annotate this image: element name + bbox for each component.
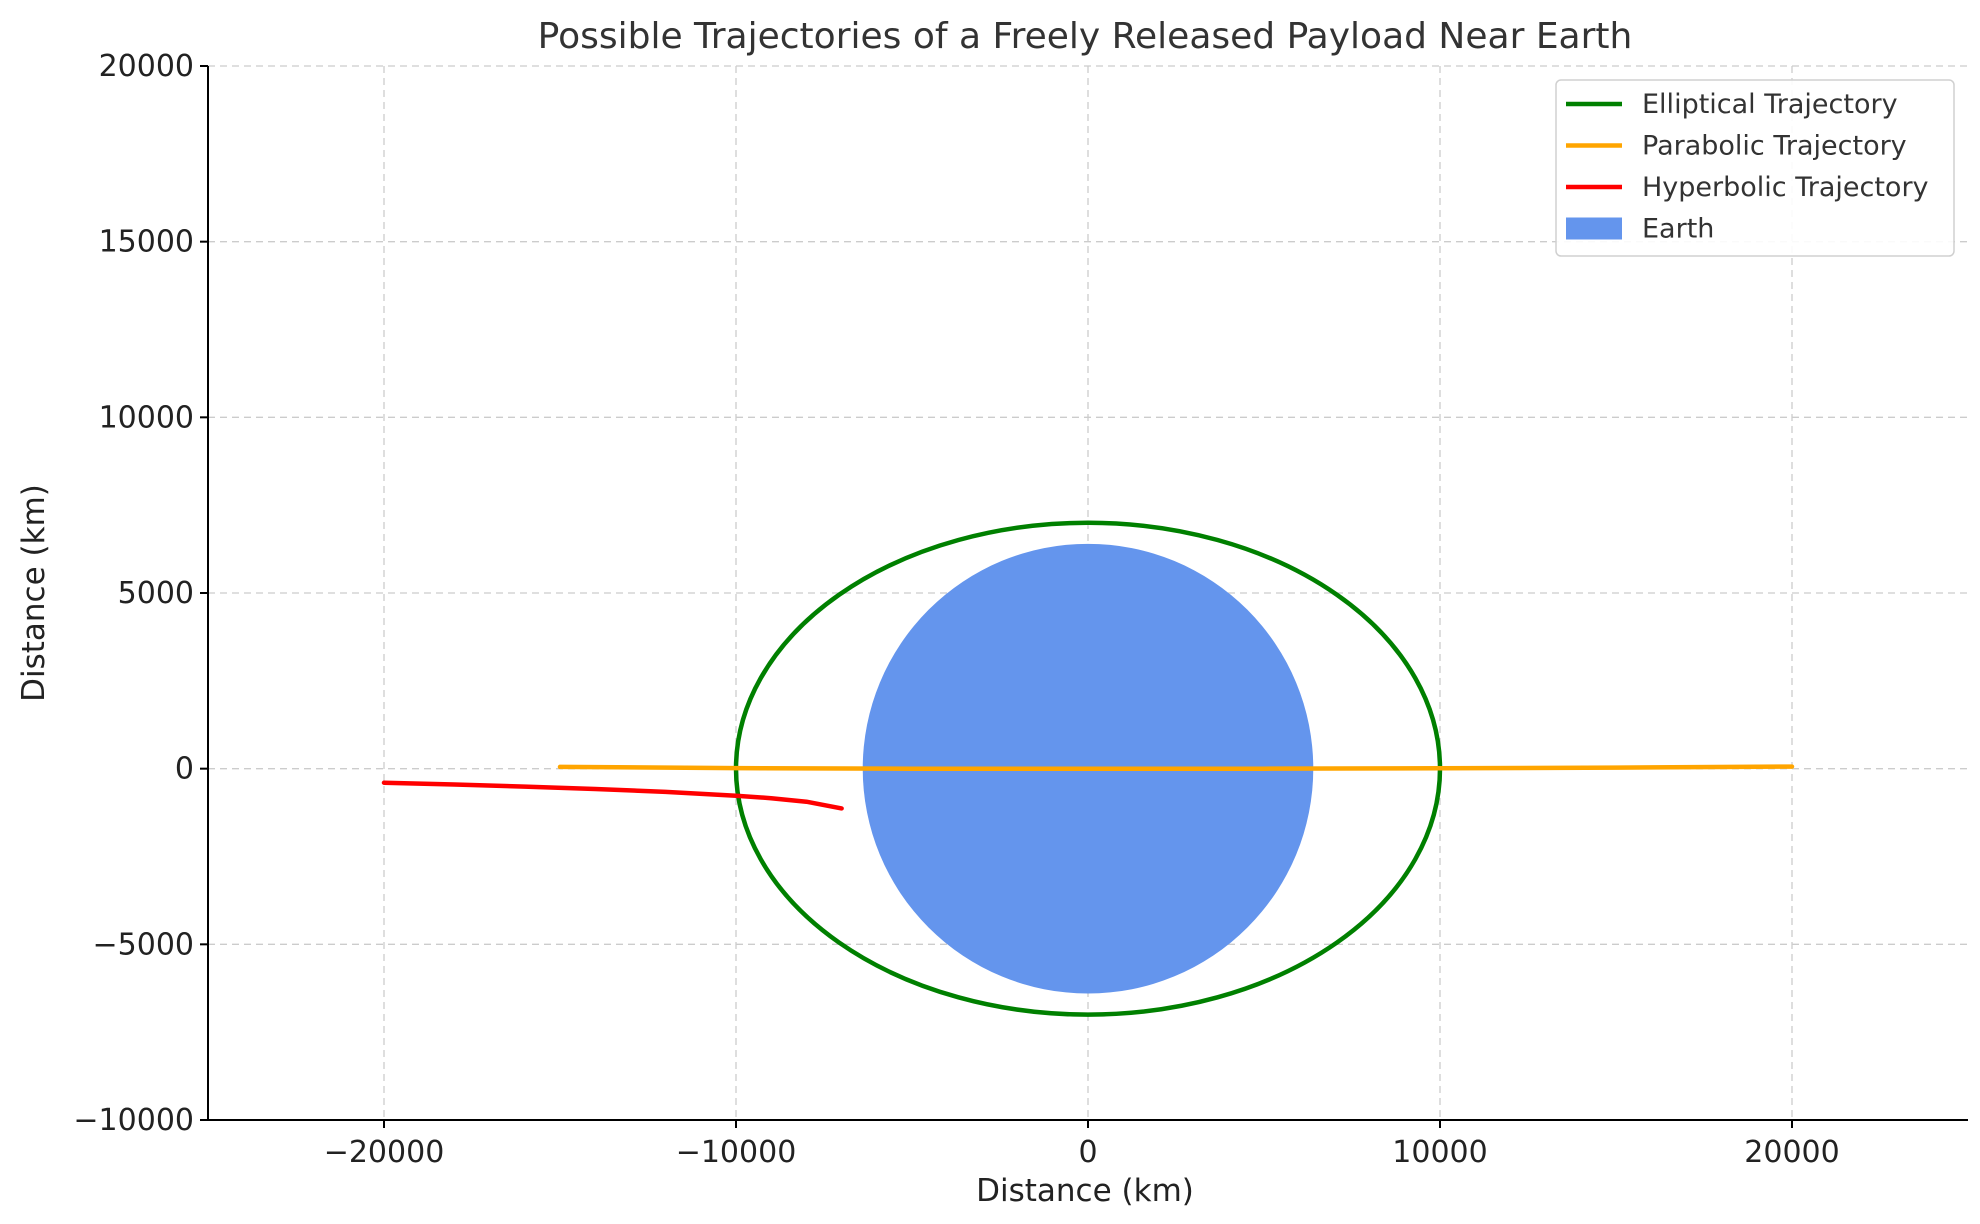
plot-area <box>381 520 1795 1017</box>
y-tick-label: −10000 <box>73 1103 194 1138</box>
legend: Elliptical Trajectory Parabolic Trajector… <box>1555 79 1955 257</box>
parabolic-trajectory-line <box>557 764 1795 771</box>
legend-label: Elliptical Trajectory <box>1642 89 1898 120</box>
x-tick-label: −20000 <box>324 1135 445 1170</box>
x-tick-label: −10000 <box>676 1135 797 1170</box>
legend-label: Parabolic Trajectory <box>1642 131 1907 162</box>
y-tick-label: 10000 <box>99 400 194 435</box>
x-tick-label: 0 <box>1078 1135 1097 1170</box>
legend-label: Hyperbolic Trajectory <box>1642 172 1929 203</box>
hyperbolic-trajectory-line <box>381 780 844 811</box>
y-tick-label: 0 <box>175 752 194 787</box>
x-tick-label: 10000 <box>1392 1135 1487 1170</box>
y-tick-label: 15000 <box>99 225 194 260</box>
x-axis-label: Distance (km) <box>976 1173 1194 1209</box>
y-tick-label: 20000 <box>99 49 194 84</box>
chart-title: Possible Trajectories of a Freely Releas… <box>538 16 1633 57</box>
y-axis-label: Distance (km) <box>16 484 52 702</box>
x-tick-label: 20000 <box>1744 1135 1839 1170</box>
legend-swatch <box>1566 217 1622 240</box>
y-tick-label: −5000 <box>93 927 194 962</box>
legend-label: Earth <box>1642 214 1714 245</box>
y-tick-label: 5000 <box>118 576 194 611</box>
legend-box <box>1555 79 1955 257</box>
axes: −20000 −10000 0 10000 20000 −10000 −5000 0 5000 1… <box>73 49 1968 1170</box>
